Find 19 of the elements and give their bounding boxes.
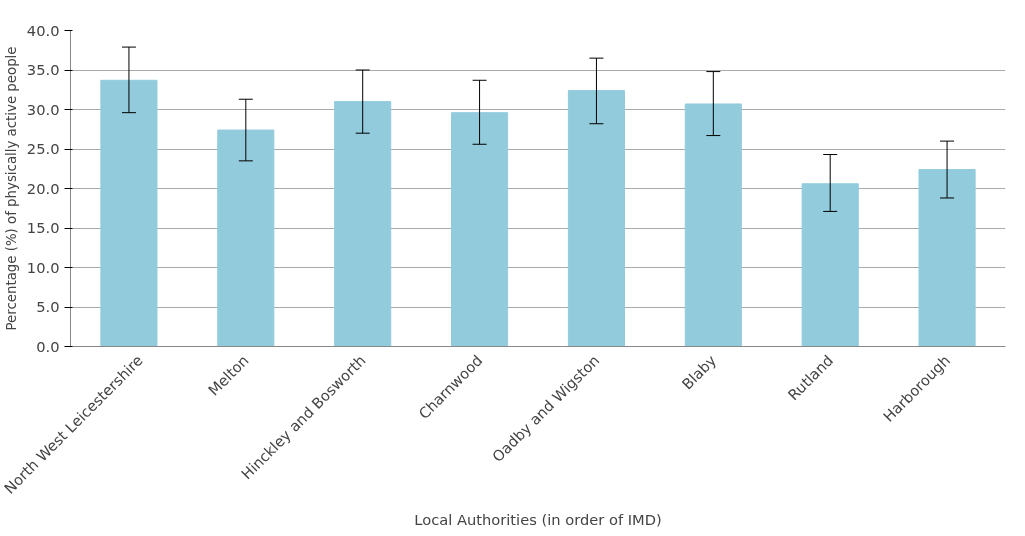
y-tick-label: 0.0 (36, 337, 60, 355)
bar (801, 183, 859, 347)
y-tick-label: 15.0 (26, 219, 60, 236)
bar (217, 129, 275, 347)
x-axis-title: Local Authorities (in order of IMD) (414, 510, 662, 528)
bar (100, 79, 158, 347)
bar (918, 169, 976, 347)
y-axis-title: Percentage (%) of physically active people (3, 46, 19, 331)
y-tick-label: 30.0 (26, 100, 60, 118)
y-tick-label: 10.0 (26, 258, 60, 276)
bar (567, 90, 625, 347)
y-tick-label: 25.0 (26, 140, 60, 157)
bar (334, 101, 392, 347)
bar (684, 103, 742, 347)
y-tick-label: 5.0 (36, 298, 60, 315)
y-tick-label: 40.0 (26, 21, 60, 39)
y-tick-label: 20.0 (26, 179, 60, 197)
y-tick-label: 35.0 (26, 61, 60, 78)
bar (451, 112, 509, 347)
